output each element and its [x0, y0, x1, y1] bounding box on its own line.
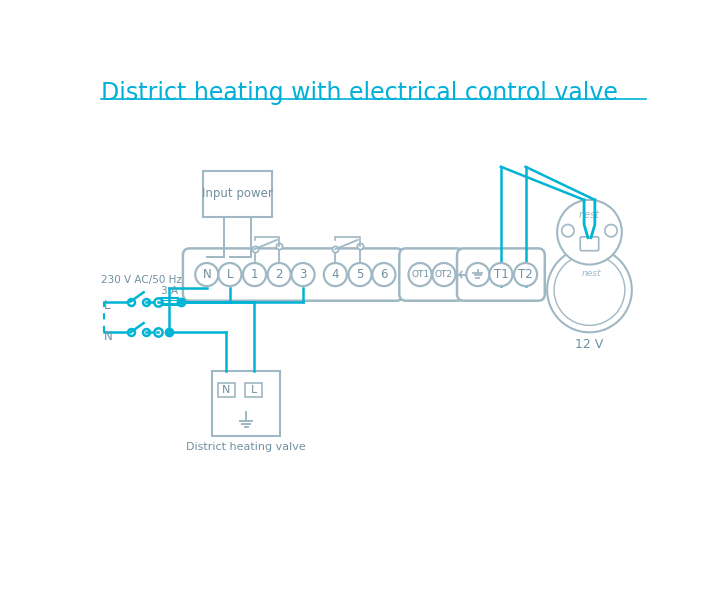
Circle shape [562, 225, 574, 237]
Text: District heating with electrical control valve: District heating with electrical control… [100, 81, 617, 105]
Text: T2: T2 [518, 268, 533, 281]
Text: L: L [226, 268, 233, 281]
Text: T1: T1 [494, 268, 508, 281]
Text: 2: 2 [275, 268, 283, 281]
Circle shape [268, 263, 290, 286]
Text: 3: 3 [299, 268, 306, 281]
Text: 1: 1 [250, 268, 258, 281]
FancyBboxPatch shape [457, 248, 545, 301]
FancyBboxPatch shape [212, 371, 280, 436]
FancyBboxPatch shape [245, 383, 262, 397]
Text: L: L [103, 299, 110, 312]
Circle shape [218, 263, 242, 286]
Text: N: N [202, 268, 211, 281]
Circle shape [489, 263, 513, 286]
Circle shape [324, 263, 347, 286]
Text: 230 V AC/50 Hz: 230 V AC/50 Hz [100, 275, 181, 285]
Text: OT1: OT1 [411, 270, 429, 279]
Text: 4: 4 [332, 268, 339, 281]
Text: 6: 6 [380, 268, 387, 281]
FancyBboxPatch shape [580, 237, 598, 251]
Circle shape [349, 263, 371, 286]
Circle shape [466, 263, 489, 286]
Circle shape [605, 225, 617, 237]
Circle shape [554, 255, 625, 326]
Circle shape [408, 263, 432, 286]
FancyBboxPatch shape [218, 383, 234, 397]
Circle shape [514, 263, 537, 286]
Text: L: L [250, 385, 257, 395]
FancyBboxPatch shape [203, 170, 272, 217]
Text: OT2: OT2 [435, 270, 453, 279]
Circle shape [291, 263, 314, 286]
Circle shape [557, 200, 622, 264]
Text: nest: nest [581, 268, 601, 277]
FancyBboxPatch shape [183, 248, 403, 301]
Text: N: N [222, 385, 230, 395]
Circle shape [243, 263, 266, 286]
Text: 3 A: 3 A [162, 286, 178, 296]
Text: nest: nest [579, 210, 600, 220]
Circle shape [372, 263, 395, 286]
Circle shape [432, 263, 456, 286]
Circle shape [547, 248, 632, 332]
Text: 5: 5 [356, 268, 364, 281]
FancyBboxPatch shape [162, 298, 178, 305]
Text: N: N [103, 330, 112, 343]
Text: Input power: Input power [202, 187, 273, 200]
Text: District heating valve: District heating valve [186, 442, 306, 452]
Text: 12 V: 12 V [575, 338, 604, 351]
Circle shape [195, 263, 218, 286]
FancyBboxPatch shape [399, 248, 464, 301]
